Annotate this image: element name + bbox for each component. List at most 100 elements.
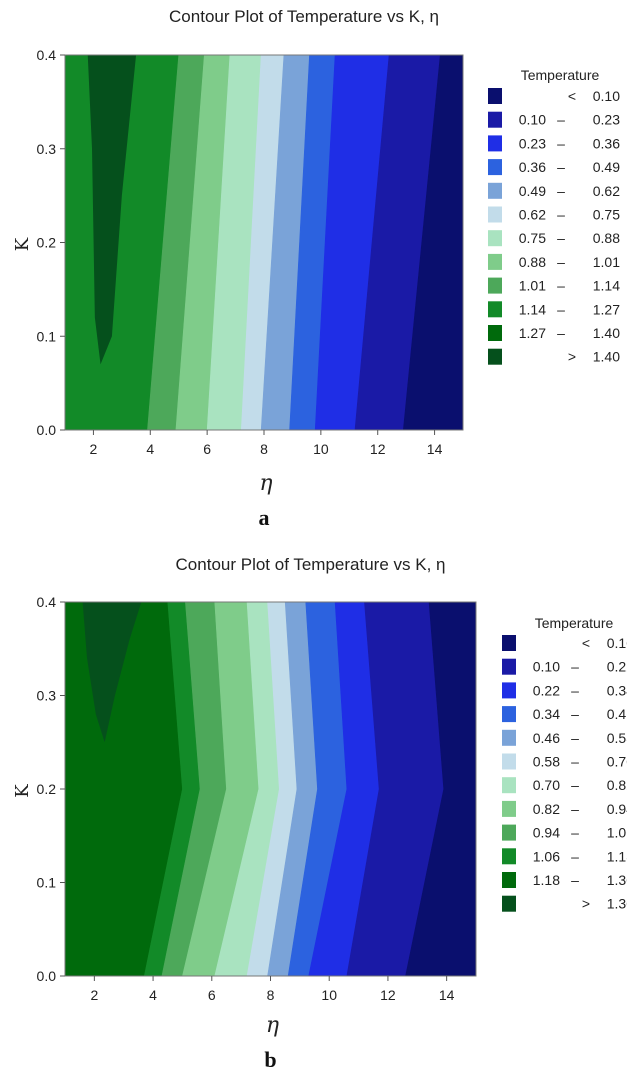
- legend-low: 0.58: [533, 754, 560, 770]
- x-axis-label: η: [266, 1013, 279, 1038]
- y-tick-label: 0.4: [37, 47, 57, 63]
- contour-band-11: [405, 602, 476, 976]
- contour-band-9: [308, 602, 380, 976]
- contour-band-11: [402, 55, 463, 430]
- legend-swatch: [488, 230, 502, 247]
- legend-high: 0.46: [607, 706, 627, 722]
- legend-swatch: [502, 800, 516, 817]
- y-tick-label: 0.2: [37, 235, 57, 251]
- x-tick-label: 8: [267, 987, 275, 1003]
- legend-low: 0.36: [519, 159, 546, 175]
- legend-swatch: [488, 301, 502, 318]
- legend-dash: –: [571, 872, 579, 888]
- legend-high: 0.82: [607, 777, 627, 793]
- legend-dash: –: [557, 159, 565, 175]
- legend-swatch: [502, 706, 516, 723]
- legend-low: 0.75: [519, 230, 546, 246]
- legend-low: 0.94: [533, 825, 560, 841]
- contour-band-9: [314, 55, 390, 430]
- x-tick-label: 14: [427, 441, 443, 457]
- legend-low: 1.18: [533, 872, 560, 888]
- legend-swatch: [488, 348, 502, 365]
- legend-low: 0.62: [519, 207, 546, 223]
- legend-swatch: [502, 824, 516, 841]
- contour-band-10: [354, 55, 441, 430]
- legend-high: 0.94: [607, 801, 627, 817]
- contour-band-2: [143, 602, 201, 976]
- legend-high: 1.27: [593, 301, 620, 317]
- y-tick-label: 0.3: [37, 688, 57, 704]
- y-tick-label: 0.0: [37, 422, 57, 438]
- legend-swatch: [502, 848, 516, 865]
- legend-swatch: [502, 872, 516, 888]
- legend-dash: –: [571, 754, 579, 770]
- contour-bands: [65, 602, 476, 976]
- legend-dash: –: [571, 730, 579, 746]
- contour-band-6: [246, 602, 298, 976]
- legend-low: 0.10: [519, 112, 546, 128]
- legend-swatch: [488, 182, 502, 199]
- contour-bands: [65, 55, 463, 430]
- x-tick-label: 12: [370, 441, 386, 457]
- contour-band-4: [175, 55, 231, 430]
- legend-dash: –: [557, 325, 565, 341]
- y-tick-label: 0.0: [37, 968, 57, 984]
- y-tick-label: 0.1: [37, 328, 57, 344]
- legend-low: 1.27: [519, 325, 546, 341]
- legend-swatch: [502, 658, 516, 675]
- legend-high: 0.62: [593, 183, 620, 199]
- legend-high: 0.49: [593, 159, 620, 175]
- legend-symbol: >: [582, 896, 590, 912]
- contour-band-max: [87, 55, 137, 365]
- legend-dash: –: [571, 706, 579, 722]
- y-axis-label: K: [12, 237, 33, 251]
- legend-low: 0.70: [533, 777, 560, 793]
- legend-swatch: [488, 88, 502, 104]
- x-tick-label: 6: [208, 987, 216, 1003]
- legend-swatch: [502, 753, 516, 770]
- legend-high: 0.75: [593, 207, 620, 223]
- panel-label: a: [259, 505, 270, 530]
- contour-band-8: [289, 55, 336, 430]
- x-tick-label: 4: [146, 441, 154, 457]
- legend-dash: –: [557, 254, 565, 270]
- legend-dash: –: [557, 207, 565, 223]
- contour-band-7: [267, 602, 318, 976]
- legend-title: Temperature: [521, 67, 600, 83]
- legend-low: 0.88: [519, 254, 546, 270]
- legend-value: 1.30: [607, 896, 627, 912]
- legend-high: 0.23: [593, 112, 620, 128]
- legend-dash: –: [557, 301, 565, 317]
- legend-swatch: [488, 277, 502, 294]
- contour-band-3: [147, 55, 205, 430]
- legend-high: 0.34: [607, 682, 627, 698]
- contour-band-10: [346, 602, 445, 976]
- legend-swatch: [488, 253, 502, 270]
- legend-symbol: <: [582, 635, 590, 651]
- contour-panel-a: Contour Plot of Temperature vs K, η 2 4 6 8 1…: [12, 7, 620, 530]
- x-tick-label: 2: [90, 987, 98, 1003]
- legend-swatch: [502, 635, 516, 651]
- legend-dash: –: [557, 183, 565, 199]
- x-tick-label: 10: [313, 441, 329, 457]
- chart-title: Contour Plot of Temperature vs K, η: [176, 555, 446, 574]
- y-tick-label: 0.3: [37, 141, 57, 157]
- y-tick-label: 0.4: [37, 594, 57, 610]
- legend-dash: –: [571, 682, 579, 698]
- legend-low: 0.22: [533, 682, 560, 698]
- contour-band-7: [260, 55, 310, 430]
- legend-high: 1.18: [607, 848, 627, 864]
- legend-low: 1.14: [519, 301, 546, 317]
- legend-symbol: >: [568, 349, 576, 365]
- y-axis-label: K: [12, 784, 33, 798]
- legend-high: 1.40: [593, 325, 620, 341]
- legend-high: 0.70: [607, 754, 627, 770]
- x-tick-label: 14: [439, 987, 455, 1003]
- legend-high: 1.01: [593, 254, 620, 270]
- contour-band-4: [182, 602, 260, 976]
- legend-dash: –: [571, 848, 579, 864]
- contour-band-5: [206, 55, 262, 430]
- legend-swatch: [502, 729, 516, 746]
- y-tick-label: 0.2: [37, 781, 57, 797]
